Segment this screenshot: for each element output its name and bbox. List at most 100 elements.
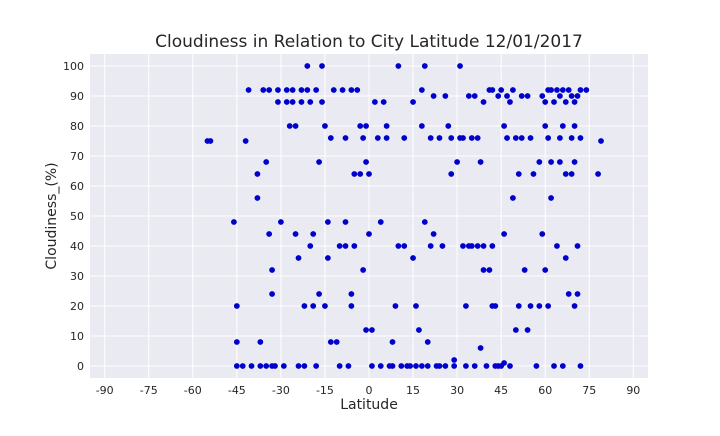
x-tick-label: -15 [316,384,334,397]
data-point [410,255,416,261]
data-point [266,231,273,237]
data-point [351,243,358,249]
data-point [595,171,601,177]
data-point [460,135,466,141]
data-point [369,327,375,333]
data-point [348,303,355,309]
data-point [377,219,384,225]
data-points [204,63,604,369]
data-point [348,87,355,93]
data-point [336,243,343,249]
data-point [298,87,305,93]
data-point [322,303,328,309]
data-point [562,255,569,261]
data-point [474,135,481,141]
data-point [524,93,531,99]
data-point [574,243,581,249]
data-point [545,303,552,309]
data-point [477,159,484,165]
data-point [559,363,566,369]
data-point [333,339,340,345]
data-point [316,159,322,165]
data-point [527,303,534,309]
data-point [357,171,364,177]
data-point [324,255,331,261]
data-point [480,243,487,249]
data-point [398,363,405,369]
data-point [383,135,390,141]
data-point [510,195,516,201]
x-tick-label: 0 [366,384,373,397]
data-point [504,135,510,141]
data-point [327,135,334,141]
data-point [542,123,549,129]
data-point [401,135,408,141]
data-point [410,99,416,105]
data-point [515,171,522,177]
data-point [260,87,267,93]
y-axis-ticks: 0 10 20 30 40 50 60 70 80 90 100 [63,60,84,373]
data-point [536,303,543,309]
data-point [574,93,581,99]
data-point [371,99,378,105]
data-point [442,363,449,369]
data-point [577,87,584,93]
data-point [545,135,552,141]
data-point [436,363,443,369]
data-point [363,159,369,165]
data-point [304,63,311,69]
data-point [395,63,402,69]
data-point [295,255,302,261]
x-tick-label: 75 [582,384,596,397]
data-point [510,87,516,93]
data-point [524,327,531,333]
grid-lines [90,54,648,378]
y-tick-label: 100 [63,60,84,73]
x-tick-label: 60 [538,384,552,397]
data-point [471,93,478,99]
data-point [254,171,261,177]
data-point [336,363,343,369]
data-point [257,363,264,369]
data-point [289,99,296,105]
data-point [295,363,302,369]
data-point [507,363,513,369]
data-point [562,99,569,105]
data-point [501,231,507,237]
data-point [468,135,475,141]
y-tick-label: 60 [70,180,84,193]
data-point [351,171,358,177]
data-point [275,87,281,93]
y-tick-label: 50 [70,210,84,223]
data-point [242,138,249,144]
x-tick-label: -30 [272,384,290,397]
y-tick-label: 30 [70,270,84,283]
data-point [483,363,490,369]
data-point [480,99,487,105]
data-point [468,243,475,249]
data-point [207,138,214,144]
data-point [554,243,560,249]
x-tick-label: -60 [184,384,202,397]
data-point [436,135,443,141]
data-point [263,363,270,369]
data-point [360,135,367,141]
data-point [430,231,437,237]
data-point [598,138,604,144]
data-point [568,93,575,99]
data-point [562,171,569,177]
data-point [427,243,434,249]
data-point [374,135,381,141]
data-point [319,63,325,69]
data-point [257,339,264,345]
data-point [463,303,469,309]
x-tick-label: -90 [96,384,114,397]
data-point [383,123,390,129]
data-point [465,93,472,99]
y-tick-label: 0 [77,360,84,373]
data-point [556,135,563,141]
y-tick-label: 20 [70,300,84,313]
data-point [348,291,355,297]
data-point [286,123,293,129]
